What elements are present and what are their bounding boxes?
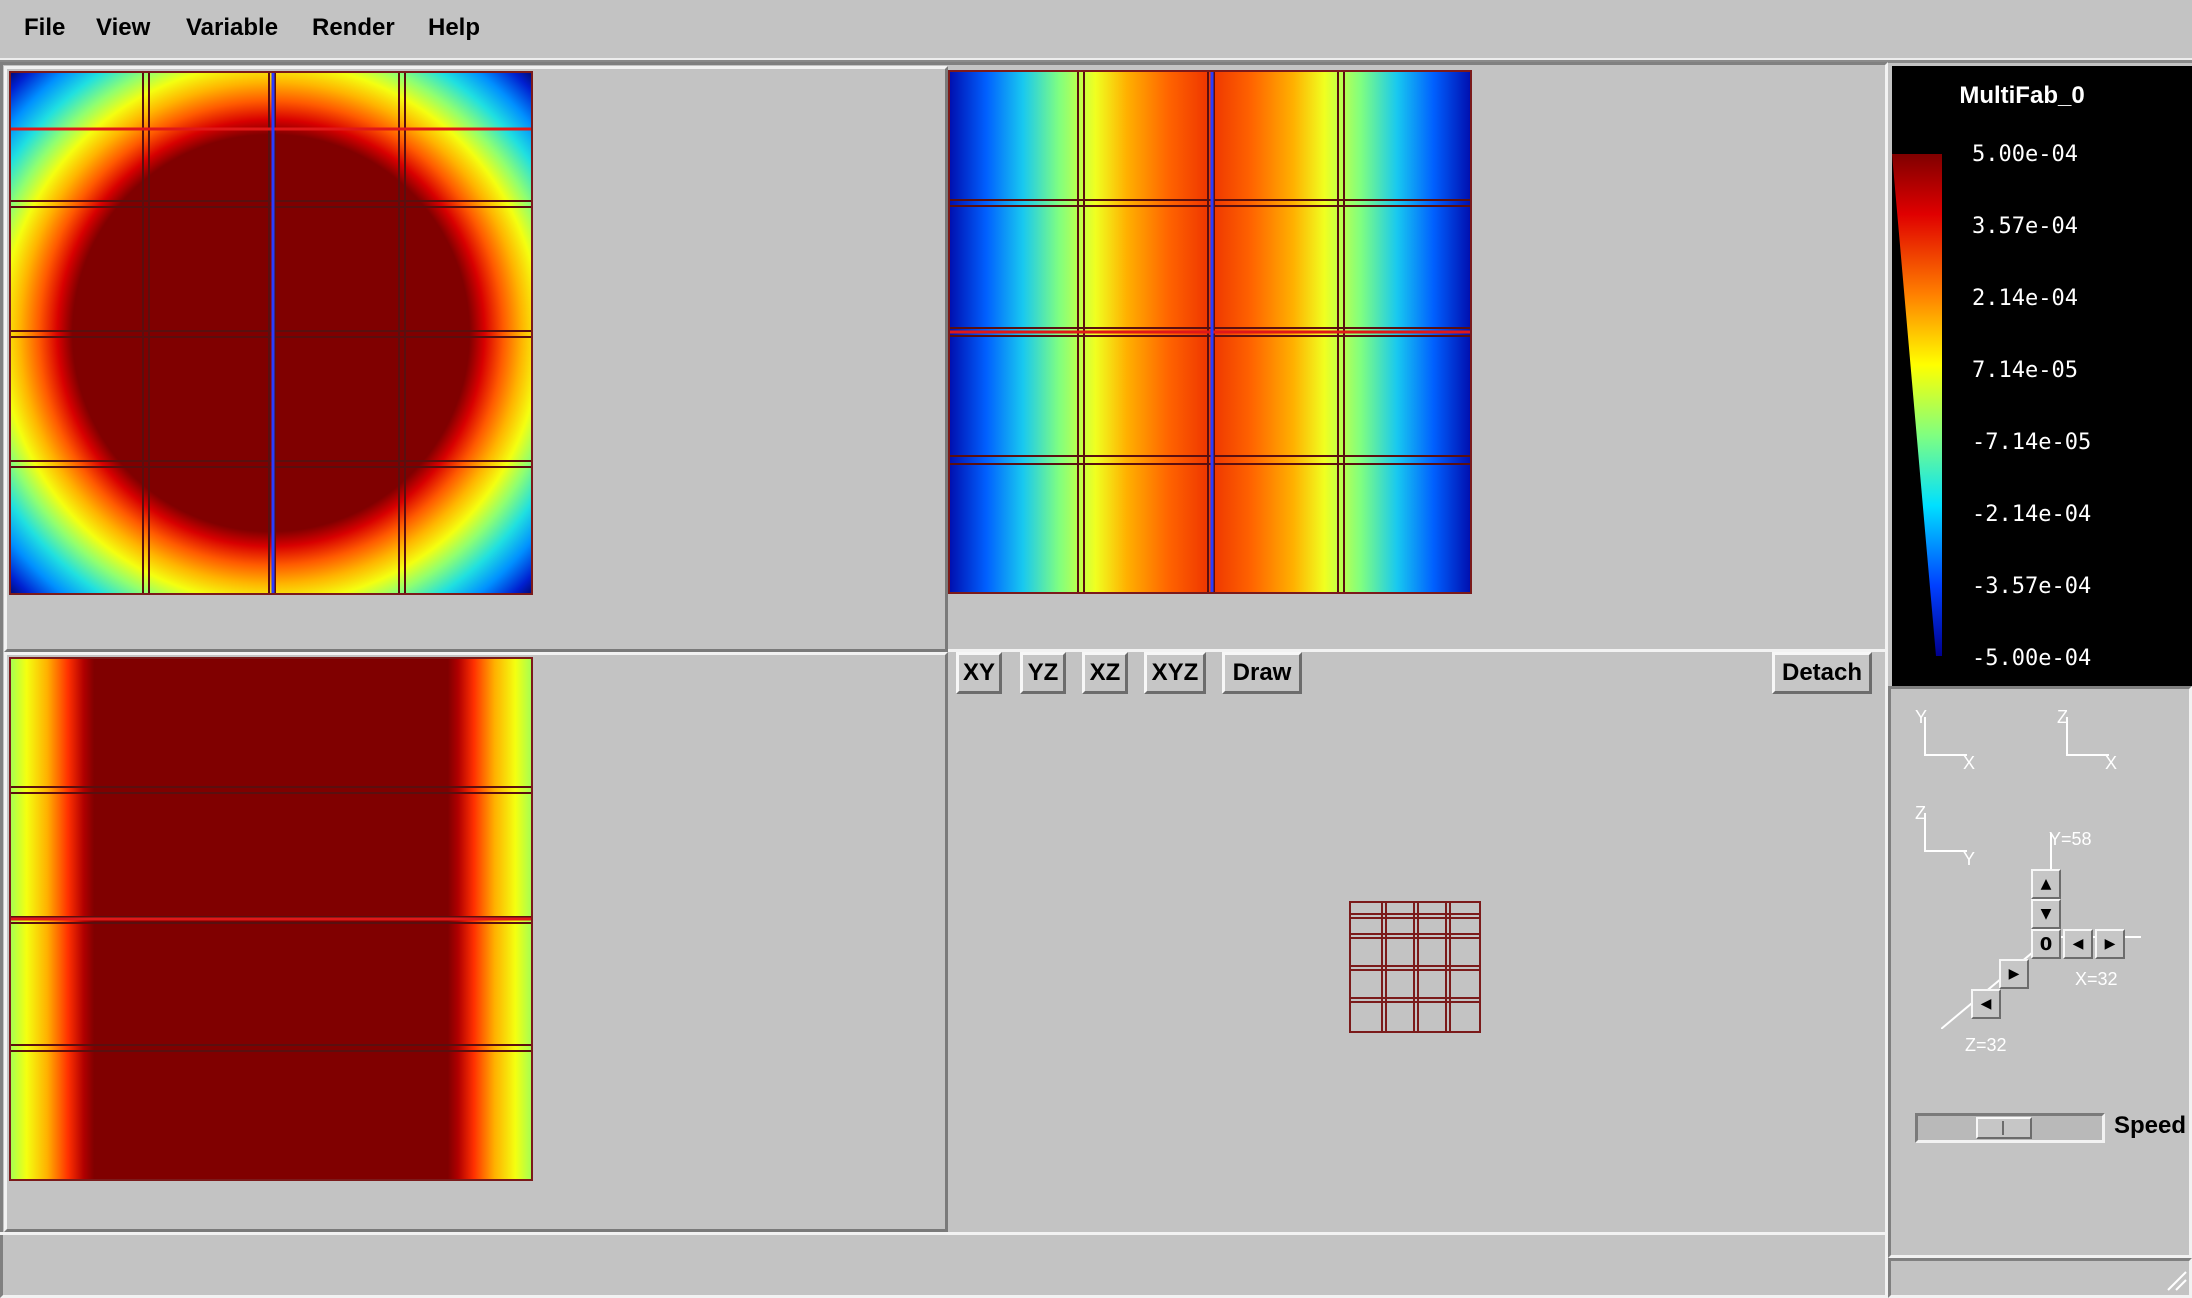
xyz-panel: XY YZ XZ XYZ Draw Detach [948, 652, 1888, 1232]
menu-file-label: File [24, 14, 66, 41]
xy-axis-x-label: X [1963, 753, 1976, 773]
main-frame [0, 62, 1888, 1298]
3d-box-outline[interactable] [1348, 900, 1484, 1036]
legend-colorbar [1892, 154, 1942, 656]
menu-file[interactable]: File [24, 14, 65, 42]
z-position-label: Z=32 [1965, 1035, 2007, 1055]
center-value-box[interactable]: 0 [2031, 929, 2061, 959]
xz-slice-view[interactable] [9, 657, 533, 1181]
y-down-button[interactable]: ▼ [2031, 899, 2061, 929]
xyz-view-button-label: XYZ [1151, 659, 1199, 686]
menu-variable-label: Variable [186, 14, 279, 41]
draw-button-label: Draw [1232, 659, 1292, 686]
draw-button[interactable]: Draw [1222, 652, 1302, 694]
menu-view[interactable]: View [96, 14, 150, 42]
xz-slice-image [11, 659, 531, 1179]
yz-view-button-label: YZ [1027, 659, 1059, 686]
resize-grip-icon[interactable] [2164, 1268, 2188, 1292]
xz-axis-x-label: X [2105, 753, 2118, 773]
status-right [1888, 1258, 2192, 1298]
menu-help[interactable]: Help [428, 14, 480, 42]
xz-view-button[interactable]: XZ [1082, 652, 1128, 694]
menu-render[interactable]: Render [312, 14, 395, 42]
yz-slice-image [950, 72, 1470, 592]
y-position-label: Y=58 [2049, 829, 2092, 849]
legend-label-2: 2.14e-04 [1972, 286, 2078, 311]
z-back-button[interactable]: ◀ [1971, 989, 2001, 1019]
controls-panel: Y X Z X Z Y Y=58 X=32 Z=32 ▲ ▼ 0 ◀ ▶ ▶ ◀ [1888, 686, 2192, 1258]
yz-orientation-icon [1924, 813, 1967, 852]
yz-axis-y-label: Y [1963, 849, 1976, 869]
x-left-button[interactable]: ◀ [2063, 929, 2093, 959]
speed-slider[interactable] [1915, 1113, 2105, 1143]
yz-panel [948, 66, 1888, 652]
xyz-view-button[interactable]: XYZ [1144, 652, 1206, 694]
legend-label-6: -3.57e-04 [1972, 574, 2092, 599]
xy-slice-image [11, 73, 531, 593]
legend-label-0: 5.00e-04 [1972, 142, 2078, 167]
yz-view-button[interactable]: YZ [1020, 652, 1066, 694]
legend-label-1: 3.57e-04 [1972, 214, 2078, 239]
menu-help-label: Help [428, 14, 481, 41]
xy-view-button[interactable]: XY [956, 652, 1002, 694]
legend-label-5: -2.14e-04 [1972, 502, 2092, 527]
xy-panel [4, 66, 948, 652]
x-right-button[interactable]: ▶ [2095, 929, 2125, 959]
legend-label-3: 7.14e-05 [1972, 358, 2078, 383]
xz-view-button-label: XZ [1089, 659, 1121, 686]
yz-slice-view[interactable] [948, 70, 1472, 594]
legend-label-4: -7.14e-05 [1972, 430, 2092, 455]
y-up-button[interactable]: ▲ [2031, 869, 2061, 899]
xy-view-button-label: XY [962, 659, 995, 686]
xz-orientation-icon [2066, 717, 2109, 756]
menu-variable[interactable]: Variable [186, 14, 278, 42]
yz-axis-z-label: Z [1915, 803, 1926, 823]
detach-button[interactable]: Detach [1772, 652, 1872, 694]
detach-button-label: Detach [1781, 659, 1863, 686]
z-forward-button[interactable]: ▶ [1999, 959, 2029, 989]
speed-slider-thumb[interactable] [1976, 1117, 2032, 1139]
xz-axis-z-label: Z [2057, 707, 2068, 727]
legend-title: MultiFab_0 [1959, 82, 2085, 109]
color-legend: MultiFab_0 5.00e-04 3.57e-04 2.14e-04 7.… [1892, 66, 2192, 686]
speed-label: Speed [2114, 1112, 2187, 1139]
menu-view-label: View [96, 14, 151, 41]
menu-render-label: Render [312, 14, 395, 41]
xy-axis-y-label: Y [1915, 707, 1928, 727]
status-strip [0, 1232, 1888, 1298]
xz-panel [4, 652, 948, 1232]
legend-label-7: -5.00e-04 [1972, 646, 2092, 671]
x-position-label: X=32 [2075, 969, 2118, 989]
xy-orientation-icon [1924, 717, 1967, 756]
xy-slice-view[interactable] [9, 71, 533, 595]
menubar: File View Variable Render Help [0, 0, 2192, 63]
center-value: 0 [2039, 933, 2053, 955]
